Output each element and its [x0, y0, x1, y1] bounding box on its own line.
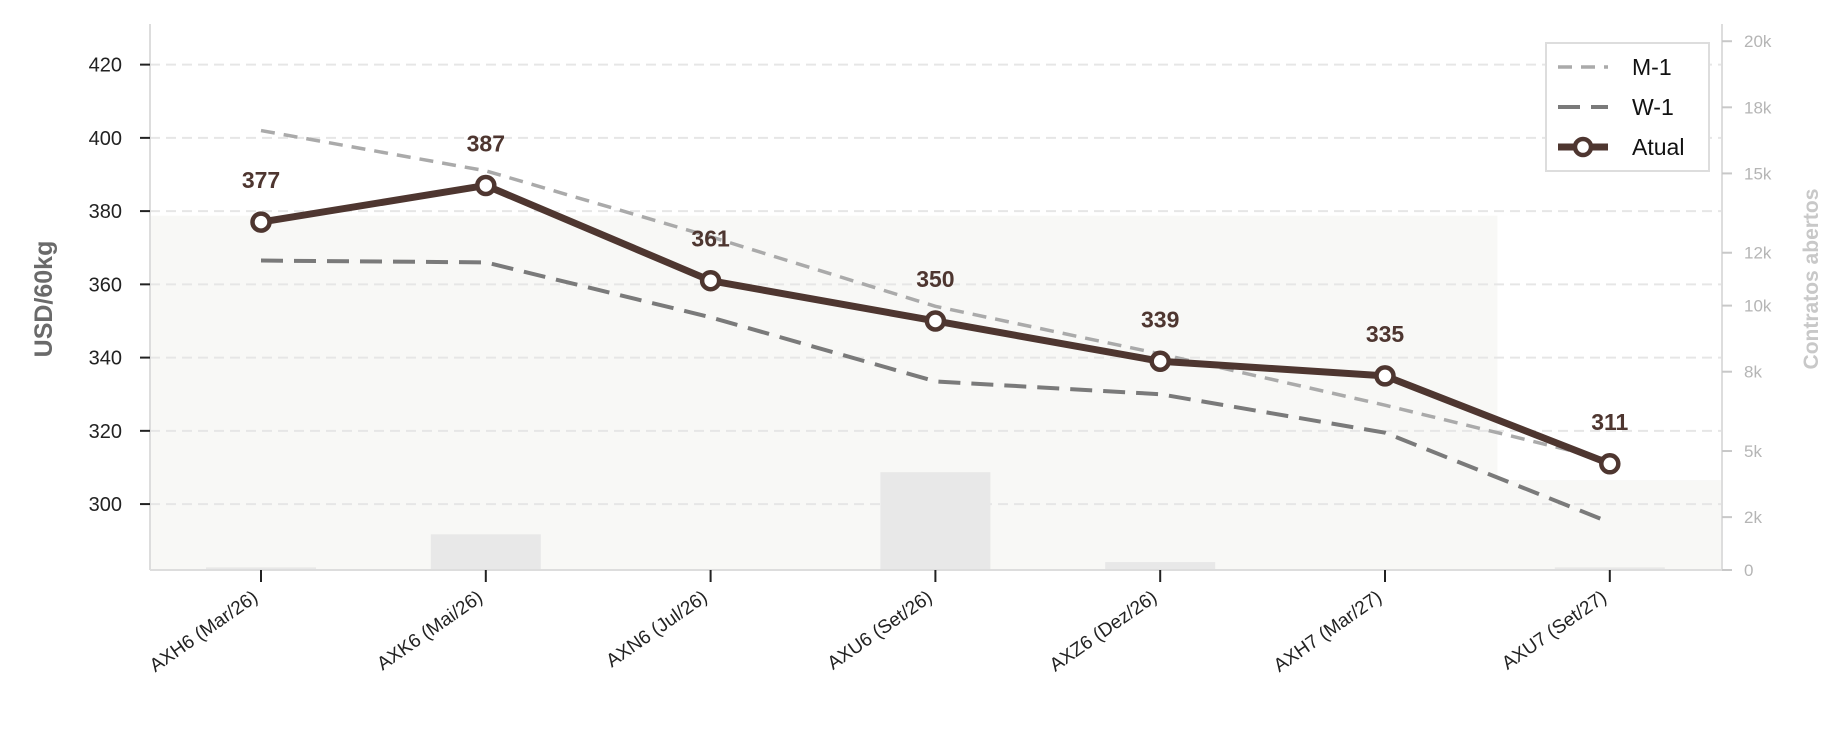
- open-interest-bar: [880, 472, 991, 570]
- y-tick-label: 340: [89, 348, 122, 370]
- x-tick-label: AXN6 (Jul/26): [603, 587, 712, 672]
- y-tick-label: 420: [89, 55, 122, 77]
- data-label: 350: [916, 266, 954, 292]
- y-tick-label: 380: [89, 201, 122, 223]
- data-label: 361: [691, 226, 730, 252]
- y2-tick-label: 0: [1744, 561, 1753, 580]
- legend-label: M-1: [1632, 54, 1672, 80]
- x-tick-label: AXU7 (Set/27): [1498, 587, 1610, 674]
- y2-tick-label: 10k: [1744, 297, 1772, 316]
- legend-marker: [1572, 136, 1594, 158]
- open-interest-bar: [206, 567, 316, 570]
- atual-point: [1599, 453, 1621, 475]
- y2-tick-label: 15k: [1744, 164, 1772, 183]
- x-tick-label: AXZ6 (Dez/26): [1046, 587, 1161, 676]
- y-tick-label: 320: [89, 421, 122, 443]
- atual-point: [250, 211, 272, 233]
- y2-tick-label: 18k: [1744, 98, 1772, 117]
- atual-point: [475, 174, 497, 197]
- y2-tick-label: 8k: [1744, 363, 1762, 382]
- legend-label: Atual: [1632, 134, 1684, 160]
- open-interest-band: [150, 215, 1722, 570]
- x-tick-label: AXH6 (Mar/26): [146, 587, 262, 677]
- y2-tick-label: 5k: [1744, 442, 1762, 461]
- y2-tick-label: 20k: [1744, 32, 1772, 51]
- y-axis-title: USD/60kg: [30, 241, 58, 358]
- y2-tick-label: 12k: [1744, 244, 1772, 263]
- open-interest-bar: [1105, 562, 1216, 570]
- open-interest-bar: [1554, 567, 1665, 570]
- x-tick-label: AXH7 (Mar/27): [1270, 587, 1386, 677]
- atual-point: [1374, 365, 1396, 387]
- data-label: 335: [1366, 321, 1405, 347]
- data-label: 387: [467, 130, 505, 156]
- legend-label: W-1: [1632, 94, 1674, 120]
- atual-point: [1149, 350, 1171, 373]
- atual-point: [924, 310, 947, 332]
- series-line-w1: [260, 258, 1611, 525]
- data-label: 377: [242, 167, 280, 193]
- y-tick-label: 400: [89, 128, 122, 150]
- atual-point: [699, 269, 722, 292]
- y2-axis-title: Contratos abertos: [1800, 189, 1823, 370]
- y-tick-label: 300: [89, 494, 122, 516]
- y-tick-label: 360: [89, 274, 122, 296]
- open-interest-bar: [430, 534, 541, 570]
- x-tick-label: AXU6 (Set/26): [824, 587, 936, 674]
- series-line-m1: [260, 128, 1611, 462]
- data-label: 311: [1591, 409, 1628, 435]
- data-label: 339: [1141, 306, 1179, 332]
- y2-tick-label: 2k: [1744, 508, 1762, 527]
- x-tick-label: AXK6 (Mai/26): [373, 587, 486, 675]
